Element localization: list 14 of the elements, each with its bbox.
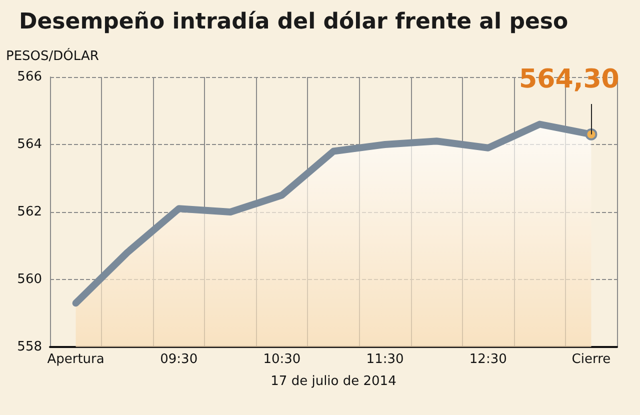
x-tick-label: 12:30 [469, 352, 507, 367]
y-tick-label: 558 [17, 340, 42, 354]
chart-title: Desempeño intradía del dólar frente al peso [19, 10, 568, 34]
y-tick-label: 564 [17, 137, 42, 152]
y-axis-title: PESOS/DÓLAR [6, 47, 99, 64]
x-tick-label: 11:30 [366, 352, 404, 367]
x-tick-label: Cierre [572, 352, 611, 367]
x-tick-label: 10:30 [263, 352, 301, 367]
y-tick-label: 562 [17, 204, 42, 220]
x-tick-label: 09:30 [160, 352, 198, 367]
x-axis-title: 17 de julio de 2014 [270, 374, 396, 389]
y-tick-label: 566 [17, 70, 42, 84]
x-tick-label: Apertura [47, 352, 104, 367]
y-tick-label: 560 [17, 272, 42, 287]
